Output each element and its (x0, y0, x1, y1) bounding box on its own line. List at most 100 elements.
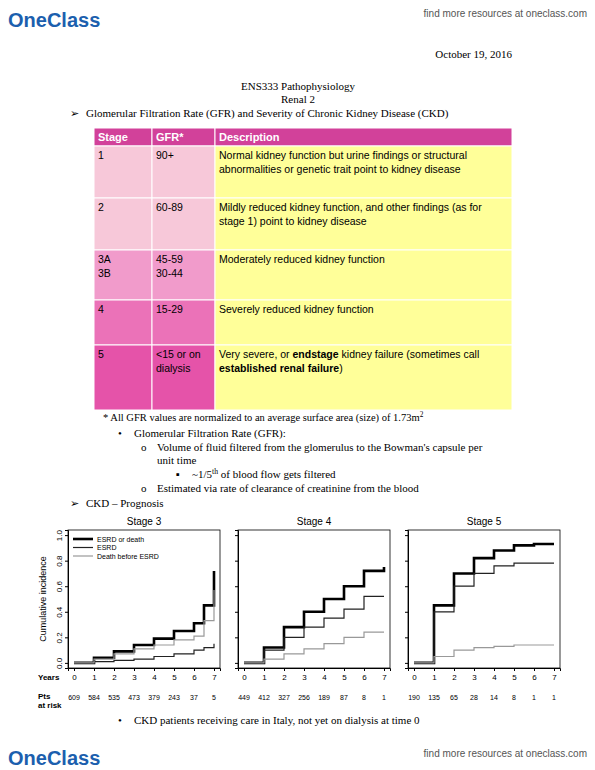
tick-label: 4 (322, 673, 327, 682)
stage: 1 (98, 149, 104, 161)
tick-mark (94, 668, 95, 671)
tick (235, 561, 238, 562)
legend-label: ESRD (97, 544, 116, 551)
tick-label: 1 (262, 673, 267, 682)
at-risk: 8 (512, 694, 516, 701)
tick-mark (494, 668, 495, 671)
series-line (414, 544, 554, 663)
tick-mark (405, 561, 408, 562)
gfr: <15 or on (156, 348, 201, 360)
chart-title: Stage 4 (297, 516, 332, 527)
table-header: Description (219, 131, 280, 143)
tick: 0.4 (55, 606, 68, 618)
at-risk: 449 (238, 694, 250, 701)
table: StageGFR*Description190+Normal kidney fu… (94, 128, 512, 410)
tick-label: 0.8 (55, 555, 64, 567)
axis-line (235, 531, 239, 669)
plot-frame (68, 530, 220, 668)
background (0, 0, 595, 770)
tick: 4 (152, 668, 157, 682)
series-line (244, 632, 384, 663)
table-cell (152, 250, 215, 300)
table-cell (215, 146, 512, 198)
tick-label: 0 (72, 673, 77, 682)
at-risk: 190 (408, 694, 420, 701)
gfr: 30-44 (156, 267, 183, 279)
at-risk: 412 (258, 694, 270, 701)
table-cell (94, 300, 152, 345)
tick-mark (65, 586, 68, 587)
tick-mark (65, 561, 68, 562)
tick-mark (65, 663, 68, 664)
legend-swatch (73, 555, 93, 556)
tick-mark (134, 668, 135, 671)
tick: 7 (552, 668, 557, 682)
tick-mark (235, 663, 238, 664)
tick-label: 4 (492, 673, 497, 682)
at-risk: 535 (108, 694, 120, 701)
superscript: 2 (420, 410, 424, 419)
plot-area (74, 571, 214, 663)
bullet: ▪ (176, 468, 180, 480)
table-cell (215, 300, 512, 345)
tick: 0.2 (55, 632, 68, 644)
tick-label: 0.6 (55, 581, 64, 593)
tick-mark (65, 637, 68, 638)
tick-mark (244, 668, 245, 671)
at-risk: 243 (168, 694, 180, 701)
at-risk: 609 (68, 694, 80, 701)
description-part: kidney failure (sometimes call (339, 348, 480, 360)
chart: Stage 4012345674494123272561898781 (235, 516, 391, 701)
gfr: 60-89 (156, 201, 183, 213)
at-risk: 1 (552, 694, 556, 701)
plot-area (414, 544, 554, 663)
gfr: 90+ (156, 149, 174, 161)
tick-label: 5 (342, 673, 347, 682)
tick (405, 637, 408, 638)
at-risk-title: at risk (38, 701, 62, 710)
at-risk: 1 (532, 694, 536, 701)
tick-label: 6 (362, 673, 367, 682)
y-axis (235, 531, 239, 669)
description-part: stage 1) point to kidney disease (219, 215, 367, 227)
legend: ESRD or deathESRDDeath before ESRD (73, 536, 159, 560)
tick-mark (194, 668, 195, 671)
description-part: Moderately reduced kidney function (219, 253, 385, 265)
axis-line (239, 669, 391, 672)
tick-label: 0 (242, 673, 247, 682)
tick-mark (235, 561, 238, 562)
description-part: Mildly reduced kidney function, and othe… (219, 201, 482, 213)
tick: 4 (492, 668, 497, 682)
note: unit time (157, 454, 197, 466)
tick-mark (264, 668, 265, 671)
tick-label: 3 (472, 673, 477, 682)
note: Glomerular Filtration Rate (GFR): (134, 427, 286, 440)
at-risk: 5 (212, 694, 216, 701)
tick (405, 561, 408, 562)
description-part: ) (339, 362, 343, 374)
tick-label: 4 (152, 673, 157, 682)
description: Mildly reduced kidney function, and othe… (219, 201, 482, 213)
chart-title: Stage 5 (467, 516, 502, 527)
tick-label: 3 (132, 673, 137, 682)
at-risk: 584 (88, 694, 100, 701)
tick-label: 7 (212, 673, 217, 682)
tick (235, 586, 238, 587)
tick-label: 6 (532, 673, 537, 682)
y-axis (405, 531, 409, 669)
tick: 6 (532, 668, 537, 682)
table-cell (94, 198, 152, 250)
tick-label: 7 (382, 673, 387, 682)
at-risk: 28 (470, 694, 478, 701)
table-cell (215, 198, 512, 250)
axis-line (69, 669, 221, 672)
tick-label: 3 (302, 673, 307, 682)
description: Moderately reduced kidney function (219, 253, 385, 265)
legend-swatch (73, 538, 93, 541)
tick: 1 (432, 668, 437, 682)
at-risk: 327 (278, 694, 290, 701)
tick-mark (65, 612, 68, 613)
at-risk: 473 (128, 694, 140, 701)
tick (235, 637, 238, 638)
note: CKD patients receiving care in Italy, no… (134, 714, 420, 726)
